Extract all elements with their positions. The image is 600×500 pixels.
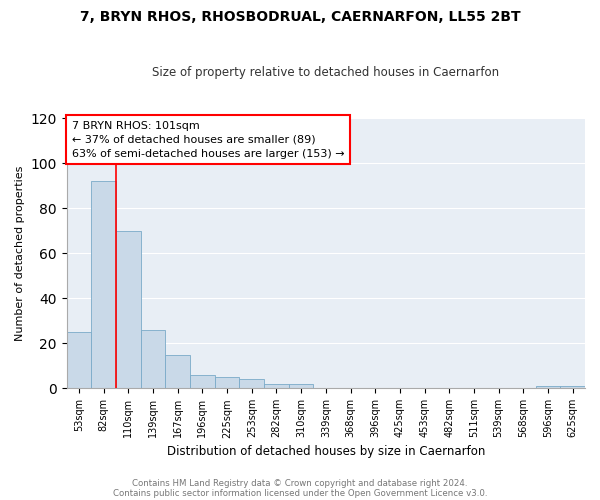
Text: Contains HM Land Registry data © Crown copyright and database right 2024.: Contains HM Land Registry data © Crown c… [132, 478, 468, 488]
Bar [67, 332, 91, 388]
Y-axis label: Number of detached properties: Number of detached properties [15, 166, 25, 341]
Bar [536, 386, 560, 388]
Bar [141, 330, 166, 388]
Bar [289, 384, 313, 388]
Text: Contains public sector information licensed under the Open Government Licence v3: Contains public sector information licen… [113, 488, 487, 498]
X-axis label: Distribution of detached houses by size in Caernarfon: Distribution of detached houses by size … [167, 444, 485, 458]
Bar [239, 380, 264, 388]
Bar [190, 375, 215, 388]
Title: Size of property relative to detached houses in Caernarfon: Size of property relative to detached ho… [152, 66, 499, 80]
Bar [116, 230, 141, 388]
Bar [215, 377, 239, 388]
Text: 7, BRYN RHOS, RHOSBODRUAL, CAERNARFON, LL55 2BT: 7, BRYN RHOS, RHOSBODRUAL, CAERNARFON, L… [80, 10, 520, 24]
Bar [91, 181, 116, 388]
Bar [560, 386, 585, 388]
Bar [166, 354, 190, 388]
Bar [264, 384, 289, 388]
Text: 7 BRYN RHOS: 101sqm
← 37% of detached houses are smaller (89)
63% of semi-detach: 7 BRYN RHOS: 101sqm ← 37% of detached ho… [72, 121, 344, 159]
